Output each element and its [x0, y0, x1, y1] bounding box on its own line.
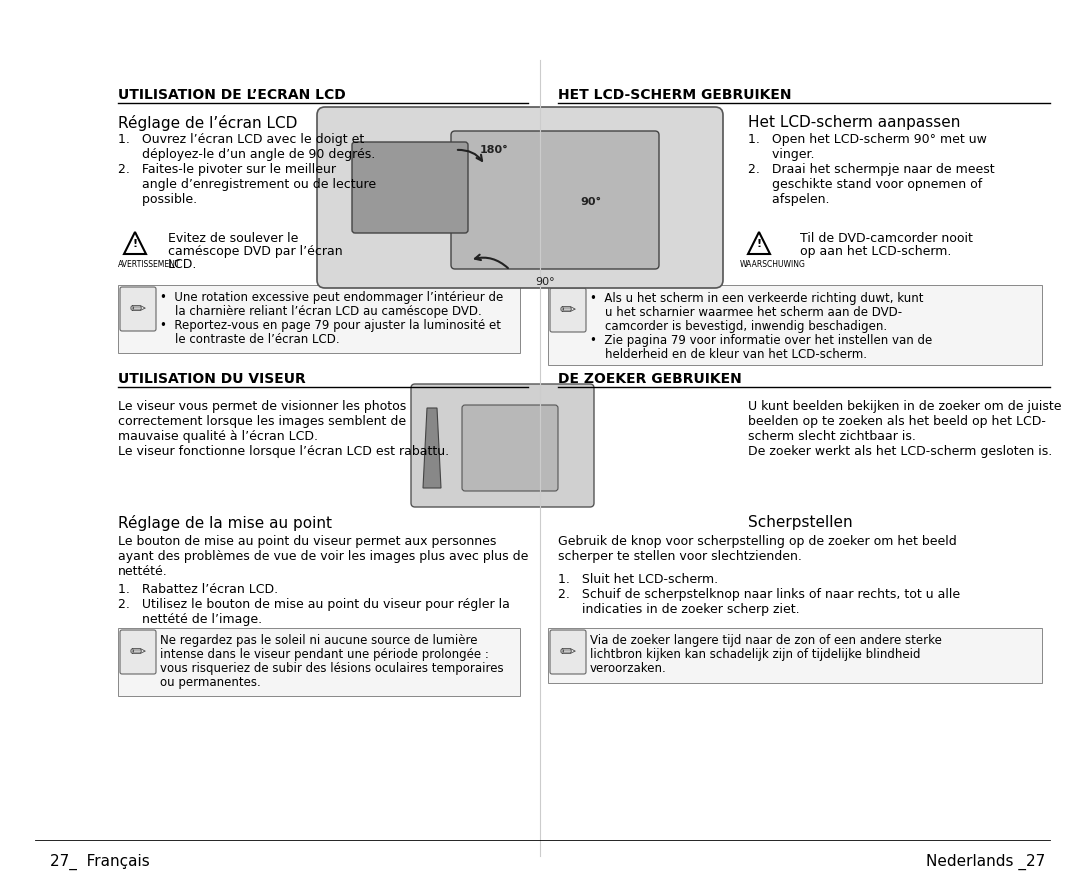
Text: Réglage de l’écran LCD: Réglage de l’écran LCD: [118, 115, 297, 131]
Text: 27_  Français: 27_ Français: [50, 854, 150, 870]
Text: la charnière reliant l’écran LCD au caméscope DVD.: la charnière reliant l’écran LCD au camé…: [160, 305, 482, 318]
Text: Réglage de la mise au point: Réglage de la mise au point: [118, 515, 332, 531]
Text: op aan het LCD-scherm.: op aan het LCD-scherm.: [800, 245, 951, 258]
FancyBboxPatch shape: [352, 142, 468, 233]
Text: helderheid en de kleur van het LCD-scherm.: helderheid en de kleur van het LCD-scher…: [590, 348, 867, 361]
Polygon shape: [423, 408, 441, 488]
FancyBboxPatch shape: [120, 287, 156, 331]
Text: 2.   Draai het schermpje naar de meest: 2. Draai het schermpje naar de meest: [748, 163, 995, 176]
FancyBboxPatch shape: [550, 288, 586, 332]
Text: Til de DVD-camcorder nooit: Til de DVD-camcorder nooit: [800, 232, 973, 245]
Text: LCD.: LCD.: [168, 258, 198, 271]
Text: 1.   Open het LCD-scherm 90° met uw: 1. Open het LCD-scherm 90° met uw: [748, 133, 987, 146]
Text: nettété.: nettété.: [118, 565, 167, 578]
Text: vous risqueriez de subir des lésions oculaires temporaires: vous risqueriez de subir des lésions ocu…: [160, 662, 503, 675]
Text: Via de zoeker langere tijd naar de zon of een andere sterke: Via de zoeker langere tijd naar de zon o…: [590, 634, 942, 647]
Text: 1.   Sluit het LCD-scherm.: 1. Sluit het LCD-scherm.: [558, 573, 718, 586]
Text: camcorder is bevestigd, inwendig beschadigen.: camcorder is bevestigd, inwendig beschad…: [590, 320, 887, 333]
Text: ✏: ✏: [130, 299, 146, 318]
Text: Evitez de soulever le: Evitez de soulever le: [168, 232, 298, 245]
FancyBboxPatch shape: [318, 107, 723, 288]
Text: Het LCD-scherm aanpassen: Het LCD-scherm aanpassen: [748, 115, 960, 130]
Text: AVERTISSEMENT: AVERTISSEMENT: [118, 260, 180, 269]
FancyBboxPatch shape: [548, 628, 1042, 683]
Text: Scherpstellen: Scherpstellen: [748, 515, 852, 530]
Text: ou permanentes.: ou permanentes.: [160, 676, 260, 689]
Text: DE ZOEKER GEBRUIKEN: DE ZOEKER GEBRUIKEN: [558, 372, 742, 386]
Text: nettété de l’image.: nettété de l’image.: [118, 613, 262, 626]
Text: mauvaise qualité à l’écran LCD.: mauvaise qualité à l’écran LCD.: [118, 430, 318, 443]
Text: Le viseur fonctionne lorsque l’écran LCD est rabattu.: Le viseur fonctionne lorsque l’écran LCD…: [118, 445, 449, 458]
Text: lichtbron kijken kan schadelijk zijn of tijdelijke blindheid: lichtbron kijken kan schadelijk zijn of …: [590, 648, 920, 661]
Text: 2.   Faites-le pivoter sur le meilleur: 2. Faites-le pivoter sur le meilleur: [118, 163, 336, 176]
Text: UTILISATION DE L’ECRAN LCD: UTILISATION DE L’ECRAN LCD: [118, 88, 346, 102]
FancyBboxPatch shape: [451, 131, 659, 269]
Text: Gebruik de knop voor scherpstelling op de zoeker om het beeld: Gebruik de knop voor scherpstelling op d…: [558, 535, 957, 548]
Text: Le viseur vous permet de visionner les photos: Le viseur vous permet de visionner les p…: [118, 400, 406, 413]
FancyBboxPatch shape: [411, 384, 594, 507]
Text: !: !: [133, 239, 137, 249]
Text: beelden op te zoeken als het beeld op het LCD-: beelden op te zoeken als het beeld op he…: [748, 415, 1045, 428]
Text: Le bouton de mise au point du viseur permet aux personnes: Le bouton de mise au point du viseur per…: [118, 535, 497, 548]
FancyBboxPatch shape: [550, 630, 586, 674]
Text: le contraste de l’écran LCD.: le contraste de l’écran LCD.: [160, 333, 339, 346]
Text: intense dans le viseur pendant une période prolongée :: intense dans le viseur pendant une pério…: [160, 648, 489, 661]
Text: 2.   Utilisez le bouton de mise au point du viseur pour régler la: 2. Utilisez le bouton de mise au point d…: [118, 598, 510, 611]
Text: De zoeker werkt als het LCD-scherm gesloten is.: De zoeker werkt als het LCD-scherm geslo…: [748, 445, 1052, 458]
Text: Nederlands _27: Nederlands _27: [926, 854, 1045, 870]
Text: veroorzaken.: veroorzaken.: [590, 662, 666, 675]
FancyBboxPatch shape: [548, 285, 1042, 365]
Text: possible.: possible.: [118, 193, 198, 206]
FancyBboxPatch shape: [462, 405, 558, 491]
Text: 90°: 90°: [580, 197, 602, 207]
FancyBboxPatch shape: [118, 628, 519, 696]
Text: caméscope DVD par l’écran: caméscope DVD par l’écran: [168, 245, 342, 258]
Text: vinger.: vinger.: [748, 148, 814, 161]
Text: scherper te stellen voor slechtzienden.: scherper te stellen voor slechtzienden.: [558, 550, 801, 563]
Text: ✏: ✏: [130, 642, 146, 662]
Text: WAARSCHUWING: WAARSCHUWING: [740, 260, 806, 269]
Text: ✏: ✏: [559, 642, 577, 662]
Text: !: !: [756, 239, 761, 249]
Text: •  Zie pagina 79 voor informatie over het instellen van de: • Zie pagina 79 voor informatie over het…: [590, 334, 932, 347]
FancyBboxPatch shape: [120, 630, 156, 674]
Text: 2.   Schuif de scherpstelknop naar links of naar rechts, tot u alle: 2. Schuif de scherpstelknop naar links o…: [558, 588, 960, 601]
Text: ✏: ✏: [559, 300, 577, 320]
Text: angle d’enregistrement ou de lecture: angle d’enregistrement ou de lecture: [118, 178, 376, 191]
Text: UTILISATION DU VISEUR: UTILISATION DU VISEUR: [118, 372, 306, 386]
Text: indicaties in de zoeker scherp ziet.: indicaties in de zoeker scherp ziet.: [558, 603, 799, 616]
Text: •  Als u het scherm in een verkeerde richting duwt, kunt: • Als u het scherm in een verkeerde rich…: [590, 292, 923, 305]
Text: geschikte stand voor opnemen of: geschikte stand voor opnemen of: [748, 178, 982, 191]
Text: HET LCD-SCHERM GEBRUIKEN: HET LCD-SCHERM GEBRUIKEN: [558, 88, 792, 102]
Text: ayant des problèmes de vue de voir les images plus avec plus de: ayant des problèmes de vue de voir les i…: [118, 550, 528, 563]
Text: 180°: 180°: [480, 145, 509, 155]
Text: U kunt beelden bekijken in de zoeker om de juiste: U kunt beelden bekijken in de zoeker om …: [748, 400, 1062, 413]
Text: déployez-le d’un angle de 90 degrés.: déployez-le d’un angle de 90 degrés.: [118, 148, 375, 161]
Text: correctement lorsque les images semblent de: correctement lorsque les images semblent…: [118, 415, 406, 428]
Text: afspelen.: afspelen.: [748, 193, 829, 206]
Text: scherm slecht zichtbaar is.: scherm slecht zichtbaar is.: [748, 430, 916, 443]
Text: 1.   Rabattez l’écran LCD.: 1. Rabattez l’écran LCD.: [118, 583, 279, 596]
Text: •  Une rotation excessive peut endommager l’intérieur de: • Une rotation excessive peut endommager…: [160, 291, 503, 304]
Text: •  Reportez-vous en page 79 pour ajuster la luminosité et: • Reportez-vous en page 79 pour ajuster …: [160, 319, 501, 332]
Text: 1.   Ouvrez l’écran LCD avec le doigt et: 1. Ouvrez l’écran LCD avec le doigt et: [118, 133, 364, 146]
FancyBboxPatch shape: [118, 285, 519, 353]
Text: 90°: 90°: [535, 277, 555, 287]
Text: Ne regardez pas le soleil ni aucune source de lumière: Ne regardez pas le soleil ni aucune sour…: [160, 634, 477, 647]
Text: u het scharnier waarmee het scherm aan de DVD-: u het scharnier waarmee het scherm aan d…: [590, 306, 902, 319]
